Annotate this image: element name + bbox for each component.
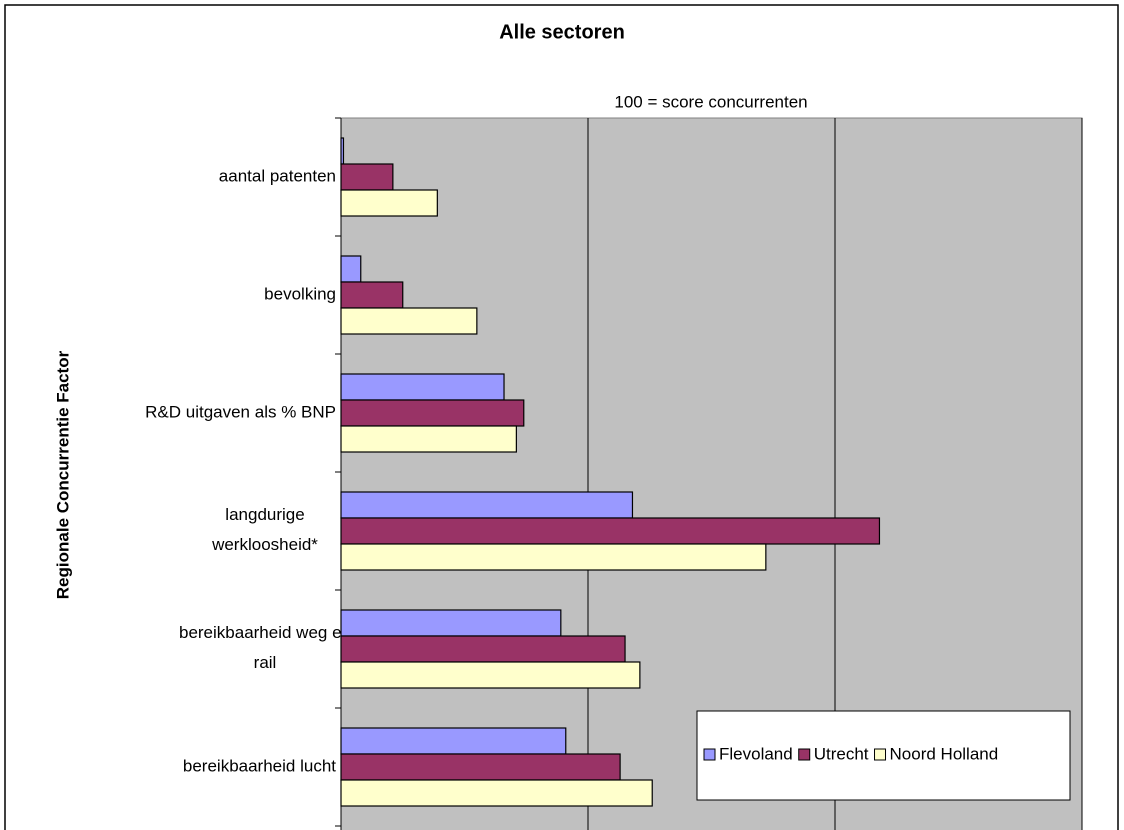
y-tick-label: bevolking — [264, 284, 336, 303]
bar — [340, 189, 438, 217]
legend-label: Flevoland — [719, 744, 793, 763]
y-tick-label: aantal patenten — [219, 166, 336, 185]
bar — [340, 779, 653, 807]
bar — [340, 373, 505, 401]
y-tick-label: bereikbaarheid weg en rail — [179, 623, 351, 672]
bar — [340, 425, 517, 453]
bar — [340, 635, 626, 663]
bar — [340, 255, 362, 283]
bar — [340, 543, 767, 571]
bar — [340, 163, 394, 191]
bar — [340, 399, 525, 427]
legend: Flevoland Utrecht Noord Holland — [696, 710, 1071, 801]
bar — [340, 517, 881, 545]
bar — [340, 609, 562, 637]
bar — [340, 307, 478, 335]
y-tick-label: langdurige werkloosheid* — [211, 505, 318, 554]
legend-label: Noord Holland — [890, 744, 999, 763]
y-tick-label: bereikbaarheid lucht — [183, 756, 336, 775]
legend-label: Utrecht — [814, 744, 869, 763]
bar — [340, 753, 621, 781]
bar — [340, 281, 404, 309]
bar — [340, 491, 634, 519]
bar — [340, 661, 641, 689]
y-axis-label: Regionale Concurrentie Factor — [53, 350, 72, 599]
chart-title: Alle sectoren — [499, 21, 625, 43]
y-tick-label: R&D uitgaven als % BNP — [145, 402, 336, 421]
legend-swatch — [874, 748, 887, 761]
chart-subtitle: 100 = score concurrenten — [614, 92, 807, 111]
legend-swatch — [703, 748, 716, 761]
bar — [340, 727, 567, 755]
bar — [340, 137, 345, 165]
legend-swatch — [798, 748, 811, 761]
